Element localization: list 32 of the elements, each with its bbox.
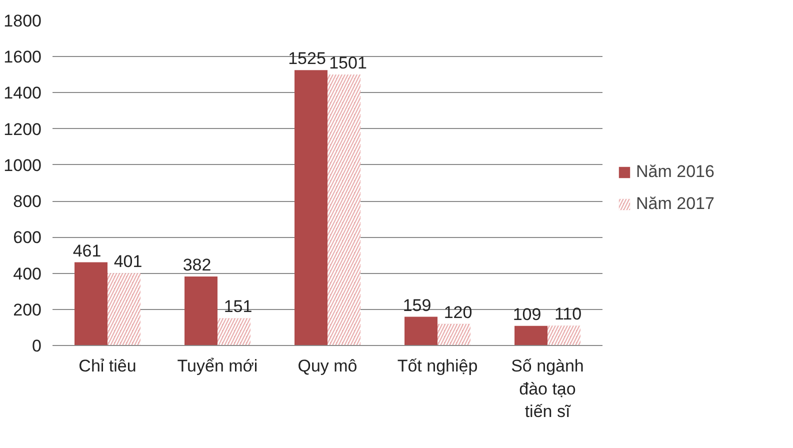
bar	[514, 326, 548, 346]
y-tick-label: 1200	[4, 120, 42, 139]
y-tick-label: 1800	[4, 12, 42, 30]
data-label: 120	[444, 302, 472, 322]
y-tick-label: 0	[32, 336, 42, 356]
y-tick-label: 1600	[4, 48, 42, 67]
y-tick-label: 1400	[4, 84, 42, 103]
x-tick-label: Số ngành đào tạo tiến sĩ	[511, 356, 584, 422]
data-label: 401	[114, 252, 142, 272]
data-label: 159	[402, 296, 432, 315]
x-tick-label: Tuyển mới	[177, 356, 258, 376]
data-label: 382	[182, 256, 212, 275]
y-tick-label: 600	[13, 228, 42, 248]
y-tick-label: 400	[13, 264, 42, 284]
x-tick-label: Tốt nghiệp	[397, 356, 478, 376]
bar	[294, 70, 328, 346]
y-tick-label: 800	[13, 192, 42, 212]
y-tick-label: 1000	[4, 156, 42, 175]
y-tick-label: 200	[13, 300, 42, 320]
data-label: 1525	[288, 49, 326, 68]
legend-label: Năm 2016	[636, 162, 714, 182]
legend-label: Năm 2017	[636, 194, 714, 214]
x-tick-label: Quy mô	[298, 356, 358, 376]
data-label: 1501	[329, 53, 367, 72]
x-tick-label: Chỉ tiêu	[78, 356, 136, 376]
data-label: 461	[72, 241, 102, 260]
data-label: 110	[554, 304, 582, 324]
data-label: 151	[224, 297, 252, 316]
bar	[404, 316, 438, 346]
bar	[74, 262, 108, 346]
data-label: 109	[512, 304, 542, 324]
bar	[184, 276, 218, 346]
